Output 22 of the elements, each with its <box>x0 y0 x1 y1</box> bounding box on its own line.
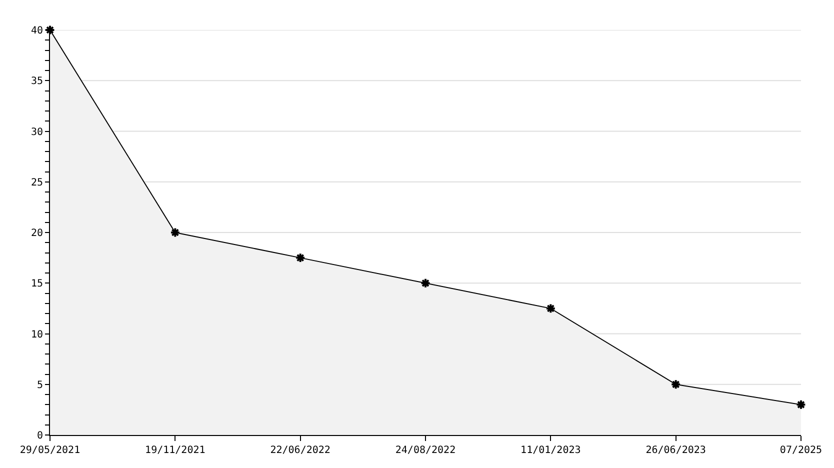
y-tick-label: 10 <box>30 329 43 340</box>
point <box>420 278 431 288</box>
x-tick-label: 24/08/2022 <box>395 445 456 456</box>
y-tick-label: 0 <box>36 430 43 442</box>
x-tick-label: 29/05/2021 <box>20 445 80 456</box>
point <box>545 303 556 314</box>
x-tick-label: 07/2025 <box>780 445 822 456</box>
y-tick-label: 30 <box>30 126 43 138</box>
y-tick-label: 25 <box>30 177 43 188</box>
x-tick-label: 19/11/2021 <box>145 445 206 456</box>
x-tick-label: 11/01/2023 <box>520 445 581 456</box>
point <box>295 252 306 264</box>
y-tick-label: 40 <box>30 26 43 36</box>
point <box>796 399 806 410</box>
x-tick-label: 22/06/2022 <box>270 445 330 456</box>
point <box>670 379 682 390</box>
y-tick-label: 15 <box>30 278 43 290</box>
y-tick-label: 20 <box>30 228 43 239</box>
point <box>170 227 180 238</box>
x-tick-label: 26/06/2023 <box>646 445 706 456</box>
y-tick-label: 35 <box>30 76 43 88</box>
y-tick-label: 5 <box>36 380 43 391</box>
